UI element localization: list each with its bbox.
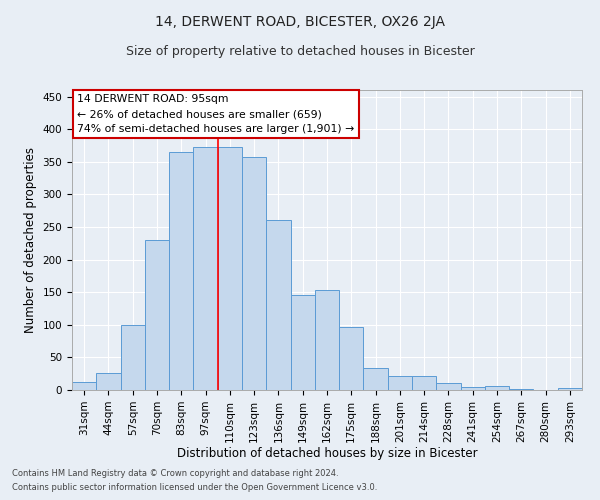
Bar (461, 388, 485, 390)
Y-axis label: Number of detached properties: Number of detached properties (24, 147, 37, 333)
Bar (266, 220, 290, 390)
Bar (218, 148, 242, 390)
Bar (290, 296, 315, 390)
Text: 14 DERWENT ROAD: 95sqm
← 26% of detached houses are smaller (659)
74% of semi-de: 14 DERWENT ROAD: 95sqm ← 26% of detached… (77, 94, 355, 134)
Bar (72, 382, 96, 390)
Bar (121, 325, 145, 390)
Bar (436, 383, 461, 390)
Bar (145, 240, 169, 390)
Text: Size of property relative to detached houses in Bicester: Size of property relative to detached ho… (125, 45, 475, 58)
Bar (193, 148, 218, 390)
Bar (388, 376, 412, 390)
Bar (509, 388, 533, 390)
Bar (96, 373, 121, 390)
Text: Contains HM Land Registry data © Crown copyright and database right 2024.: Contains HM Land Registry data © Crown c… (12, 468, 338, 477)
Bar (315, 290, 339, 390)
Bar (364, 368, 388, 390)
Bar (242, 157, 266, 390)
Bar (558, 388, 582, 390)
Bar (412, 376, 436, 390)
X-axis label: Distribution of detached houses by size in Bicester: Distribution of detached houses by size … (176, 448, 478, 460)
Text: 14, DERWENT ROAD, BICESTER, OX26 2JA: 14, DERWENT ROAD, BICESTER, OX26 2JA (155, 15, 445, 29)
Bar (169, 152, 193, 390)
Bar (485, 386, 509, 390)
Text: Contains public sector information licensed under the Open Government Licence v3: Contains public sector information licen… (12, 484, 377, 492)
Bar (339, 326, 364, 390)
